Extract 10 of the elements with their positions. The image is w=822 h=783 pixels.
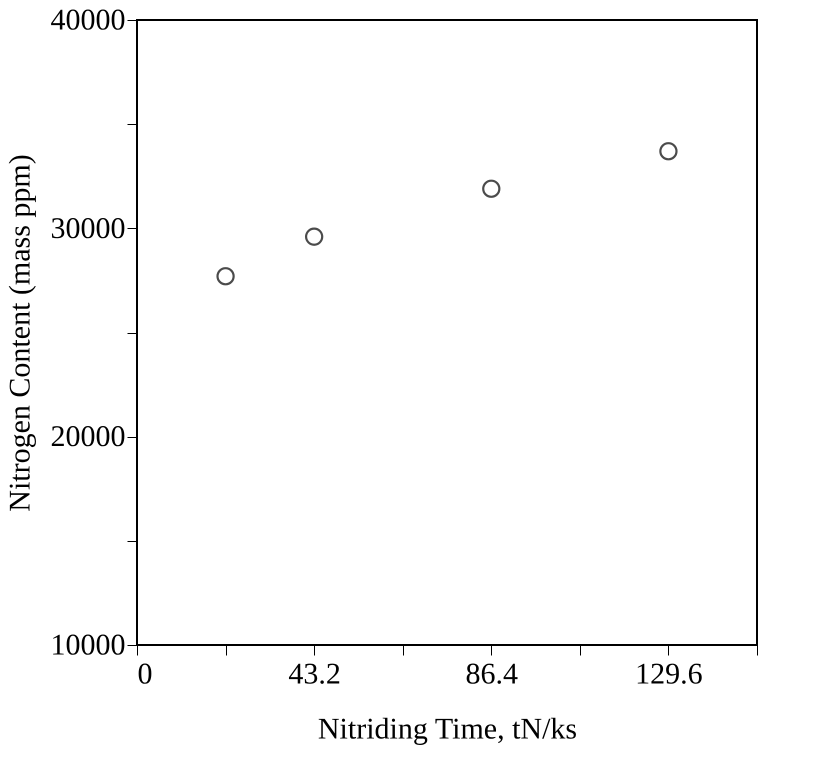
- x-axis-title: Nitriding Time, tN/ks: [318, 712, 578, 746]
- y-tick-label: 40000: [50, 4, 126, 36]
- y-tick-label: 30000: [50, 212, 126, 245]
- y-axis-title: Nitrogen Content (mass ppm): [4, 154, 36, 512]
- x-tick-label: 0: [138, 658, 152, 690]
- x-tick-label: 129.6: [635, 658, 703, 690]
- x-tick-label: 43.2: [288, 658, 341, 690]
- x-tick-label: 86.4: [466, 658, 518, 690]
- y-tick-label: 20000: [50, 420, 126, 454]
- y-tick-label: 10000: [50, 628, 126, 662]
